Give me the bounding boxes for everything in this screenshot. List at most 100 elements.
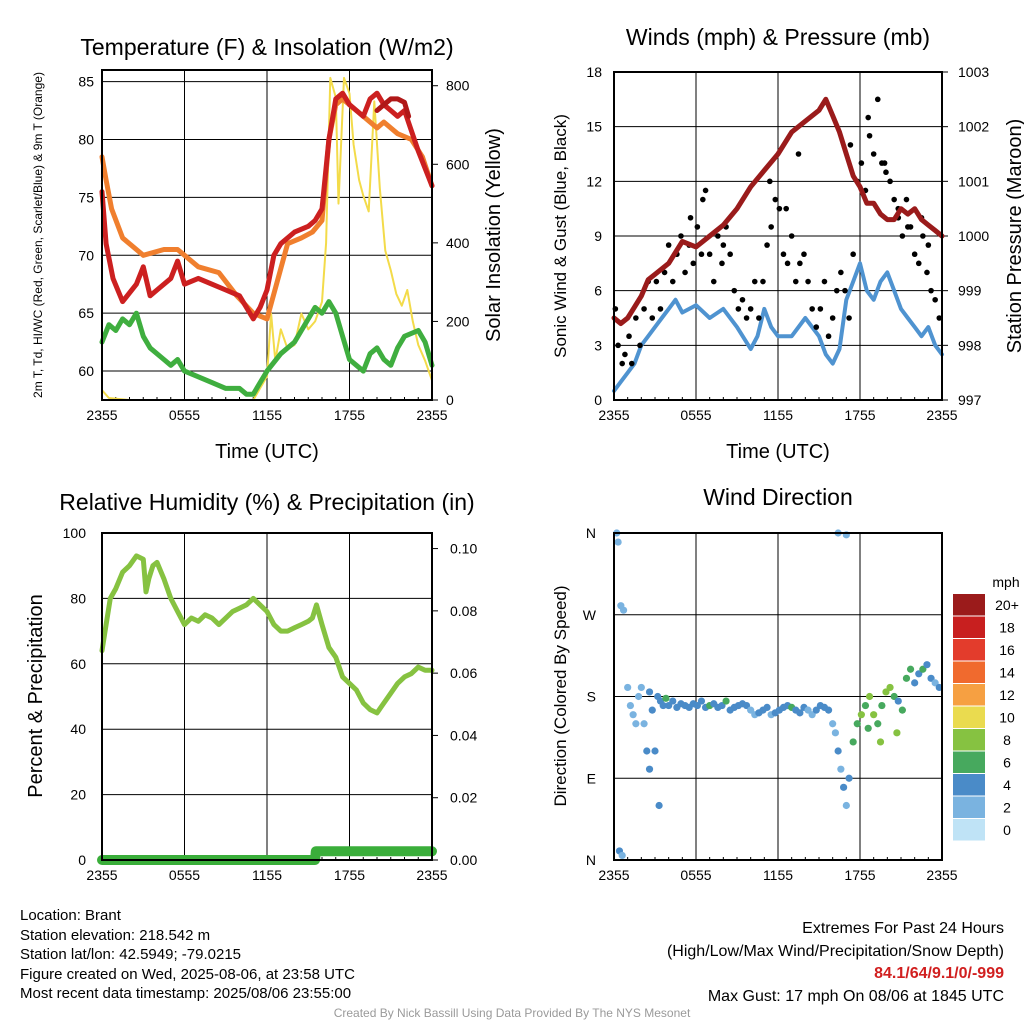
gust-point	[719, 260, 725, 267]
y2-tick-label: 0	[446, 392, 454, 408]
gust-point	[795, 151, 802, 157]
gust-point	[700, 196, 706, 203]
gust-point	[661, 269, 668, 276]
direction-point	[662, 694, 670, 702]
y-tick-label: 6	[594, 283, 602, 299]
gust-point	[911, 251, 918, 258]
direction-point	[635, 692, 643, 701]
gust-point	[743, 315, 750, 321]
y2-tick-label: 1001	[958, 173, 989, 189]
gust-point	[817, 306, 824, 312]
y-tick-label: 75	[78, 189, 94, 205]
x-tick-label: 2355	[926, 407, 957, 423]
direction-point	[861, 701, 870, 710]
legend-swatch	[953, 819, 985, 841]
x-tick-label: 2355	[86, 867, 117, 883]
legend-swatch	[953, 594, 985, 616]
direction-point	[619, 606, 628, 614]
y-axis-label: Percent & Precipitation	[25, 594, 47, 797]
legend-swatch	[953, 639, 985, 661]
series-hiwc	[374, 96, 412, 119]
series-dew	[99, 299, 435, 397]
plot-border	[613, 71, 943, 401]
gust-point	[925, 242, 932, 248]
legend-swatch	[953, 616, 985, 638]
legend-label: 10	[999, 710, 1015, 726]
direction-point	[796, 709, 804, 717]
chart-title: Temperature (F) & Insolation (W/m2)	[80, 34, 453, 60]
gust-point	[846, 315, 852, 321]
gust-point	[924, 269, 930, 276]
x-tick-label: 1155	[763, 867, 793, 883]
gust-point	[865, 114, 871, 121]
direction-point	[870, 711, 878, 719]
direction-point	[874, 720, 882, 728]
y-tick-label: 100	[63, 525, 87, 541]
legend-label: 4	[1003, 777, 1011, 793]
direction-point	[626, 701, 635, 710]
legend-title: mph	[992, 574, 1019, 590]
x-tick-label: 2355	[598, 867, 629, 883]
direction-point	[837, 765, 845, 773]
y-tick-label: W	[583, 607, 597, 623]
extremes-box: Extremes For Past 24 Hours (High/Low/Max…	[667, 918, 1004, 1008]
direction-point	[831, 729, 840, 737]
direction-point	[624, 683, 632, 692]
y-tick-label: 0	[78, 852, 86, 868]
y-tick-label: 20	[70, 787, 86, 803]
gust-point	[887, 178, 893, 185]
x-tick-label: 2355	[416, 867, 447, 883]
x-tick-label: 2355	[416, 407, 447, 423]
gust-point	[727, 251, 733, 258]
gust-point	[682, 269, 688, 276]
y-tick-label: 18	[586, 64, 602, 80]
x-tick-label: 1755	[334, 407, 365, 423]
y-tick-label: N	[586, 525, 596, 541]
gust-point	[739, 296, 746, 303]
gust-point	[768, 224, 774, 230]
gust-point	[641, 306, 647, 312]
plot-border	[101, 532, 433, 861]
gust-point	[637, 342, 643, 349]
x-tick-label: 1755	[844, 407, 875, 423]
gust-point	[747, 306, 754, 312]
legend-label: 14	[999, 665, 1015, 681]
legend-label: 18	[999, 620, 1015, 636]
legend-label: 2	[1003, 800, 1011, 816]
gust-point	[833, 287, 840, 294]
direction-point	[829, 720, 837, 728]
direction-point	[618, 851, 626, 860]
y2-tick-label: 0.04	[450, 727, 477, 743]
y-tick-label: 70	[78, 247, 94, 263]
gust-point	[784, 260, 791, 267]
gust-point	[842, 287, 848, 294]
chart-title: Winds (mph) & Pressure (mb)	[626, 24, 930, 50]
gust-point	[665, 242, 672, 248]
direction-point	[893, 729, 901, 737]
direction-point	[651, 747, 659, 755]
gust-point	[649, 315, 656, 321]
y-tick-label: E	[587, 770, 596, 786]
direction-point	[906, 665, 915, 673]
gust-point	[715, 233, 721, 239]
extremes-title: Extremes For Past 24 Hours	[802, 920, 1004, 937]
x-tick-label: 2355	[598, 407, 629, 423]
y2-tick-label: 1000	[958, 228, 989, 244]
gust-point	[690, 260, 697, 267]
gust-point	[805, 278, 811, 285]
max-gust: Max Gust: 17 mph On 08/06 at 1845 UTC	[707, 987, 1004, 1005]
direction-point	[722, 697, 730, 705]
direction-point	[629, 711, 637, 719]
gust-point	[858, 160, 865, 166]
gust-point	[760, 278, 766, 285]
gust-point	[678, 233, 684, 239]
direction-point	[876, 738, 885, 746]
gust-point	[706, 251, 713, 258]
gust-point	[920, 233, 926, 239]
gust-point	[619, 360, 625, 367]
direction-point	[697, 697, 706, 705]
direction-point	[640, 720, 648, 728]
y2-tick-label: 0.00	[450, 852, 477, 868]
